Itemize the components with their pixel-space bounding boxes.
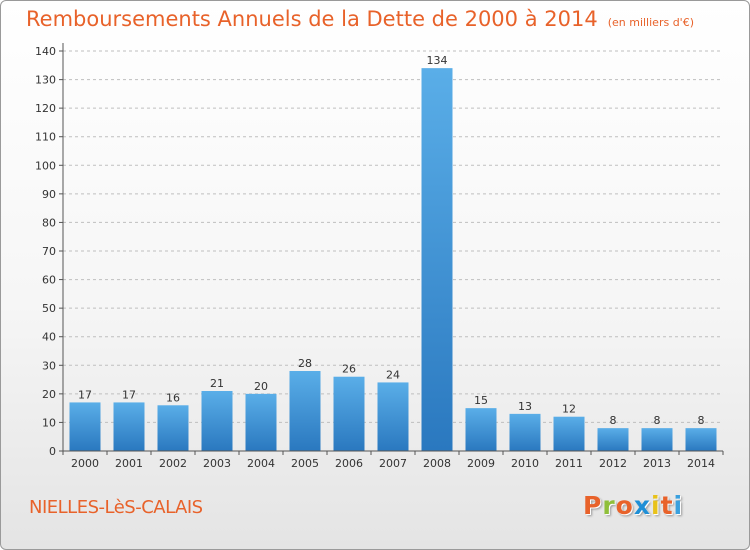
logo-letter: i [673,491,684,520]
x-tick-label: 2013 [643,457,671,470]
y-tick-label: 40 [42,331,56,344]
x-tick-label: 2001 [115,457,143,470]
data-label: 17 [78,388,92,401]
bar-2010 [509,413,541,451]
bar-2008 [421,68,453,452]
labels: 0 10 20 30 40 50 60 70 80 90 100 110 120 130 140 17 2000… [35,45,715,470]
bar-2011 [553,416,585,451]
grid-lines [63,50,723,423]
bar-2005 [289,371,321,451]
data-label: 26 [342,363,356,376]
y-tick-label: 100 [35,159,56,172]
x-tick-label: 2003 [203,457,231,470]
chart-title-text: Remboursements Annuels de la Dette de 20… [26,7,598,31]
bar-2004 [245,393,277,451]
x-tick-label: 2000 [71,457,99,470]
data-label: 8 [654,414,661,427]
place-name: NIELLES-LèS-CALAIS [29,497,203,518]
logo-letter: r [602,491,616,520]
x-tick-label: 2006 [335,457,363,470]
y-tick-label: 60 [42,274,56,287]
data-label: 8 [610,414,617,427]
data-label: 20 [254,380,268,393]
bar-2002 [157,405,189,451]
y-tick-label: 30 [42,359,56,372]
bar-2006 [333,376,365,451]
y-tick-label: 130 [35,74,56,87]
x-tick-label: 2010 [511,457,539,470]
x-tick-label: 2009 [467,457,495,470]
logo-letter: x [633,491,651,520]
proxiti-logo: Proxiti [583,491,683,520]
data-label: 16 [166,391,180,404]
y-tick-label: 140 [35,45,56,58]
bars [69,68,717,452]
data-label: 8 [698,414,705,427]
chart-title: Remboursements Annuels de la Dette de 20… [26,7,694,31]
bar-2013 [641,428,673,451]
y-tick-label: 80 [42,216,56,229]
y-tick-label: 90 [42,188,56,201]
y-tick-label: 10 [42,416,56,429]
data-label: 13 [518,400,532,413]
x-tick-label: 2007 [379,457,407,470]
y-tick-label: 120 [35,102,56,115]
bar-2003 [201,391,233,451]
y-tick-label: 110 [35,131,56,144]
x-tick-label: 2008 [423,457,451,470]
x-tick-label: 2011 [555,457,583,470]
data-label: 21 [210,377,224,390]
axes [59,43,724,455]
bar-2000 [69,402,101,451]
chart-unit-label: (en milliers d'€) [607,16,694,29]
x-tick-label: 2014 [687,457,715,470]
x-tick-label: 2012 [599,457,627,470]
y-tick-label: 50 [42,302,56,315]
y-tick-label: 70 [42,245,56,258]
bar-2007 [377,382,409,451]
logo-letter: i [651,491,661,520]
data-label: 24 [386,368,400,381]
logo-letter: o [615,491,634,520]
y-tick-label: 20 [42,388,56,401]
y-tick-label: 0 [49,445,56,458]
x-tick-label: 2004 [247,457,275,470]
bar-2012 [597,428,629,451]
bar-2009 [465,408,497,451]
data-label: 134 [427,54,448,67]
logo-letter: t [660,491,674,520]
bar-2014 [685,428,717,451]
x-tick-label: 2002 [159,457,187,470]
bar-2001 [113,402,145,451]
logo-letter: P [583,491,603,520]
x-tick-label: 2005 [291,457,319,470]
data-label: 28 [298,357,312,370]
data-label: 17 [122,388,136,401]
data-label: 12 [562,403,576,416]
data-label: 15 [474,394,488,407]
